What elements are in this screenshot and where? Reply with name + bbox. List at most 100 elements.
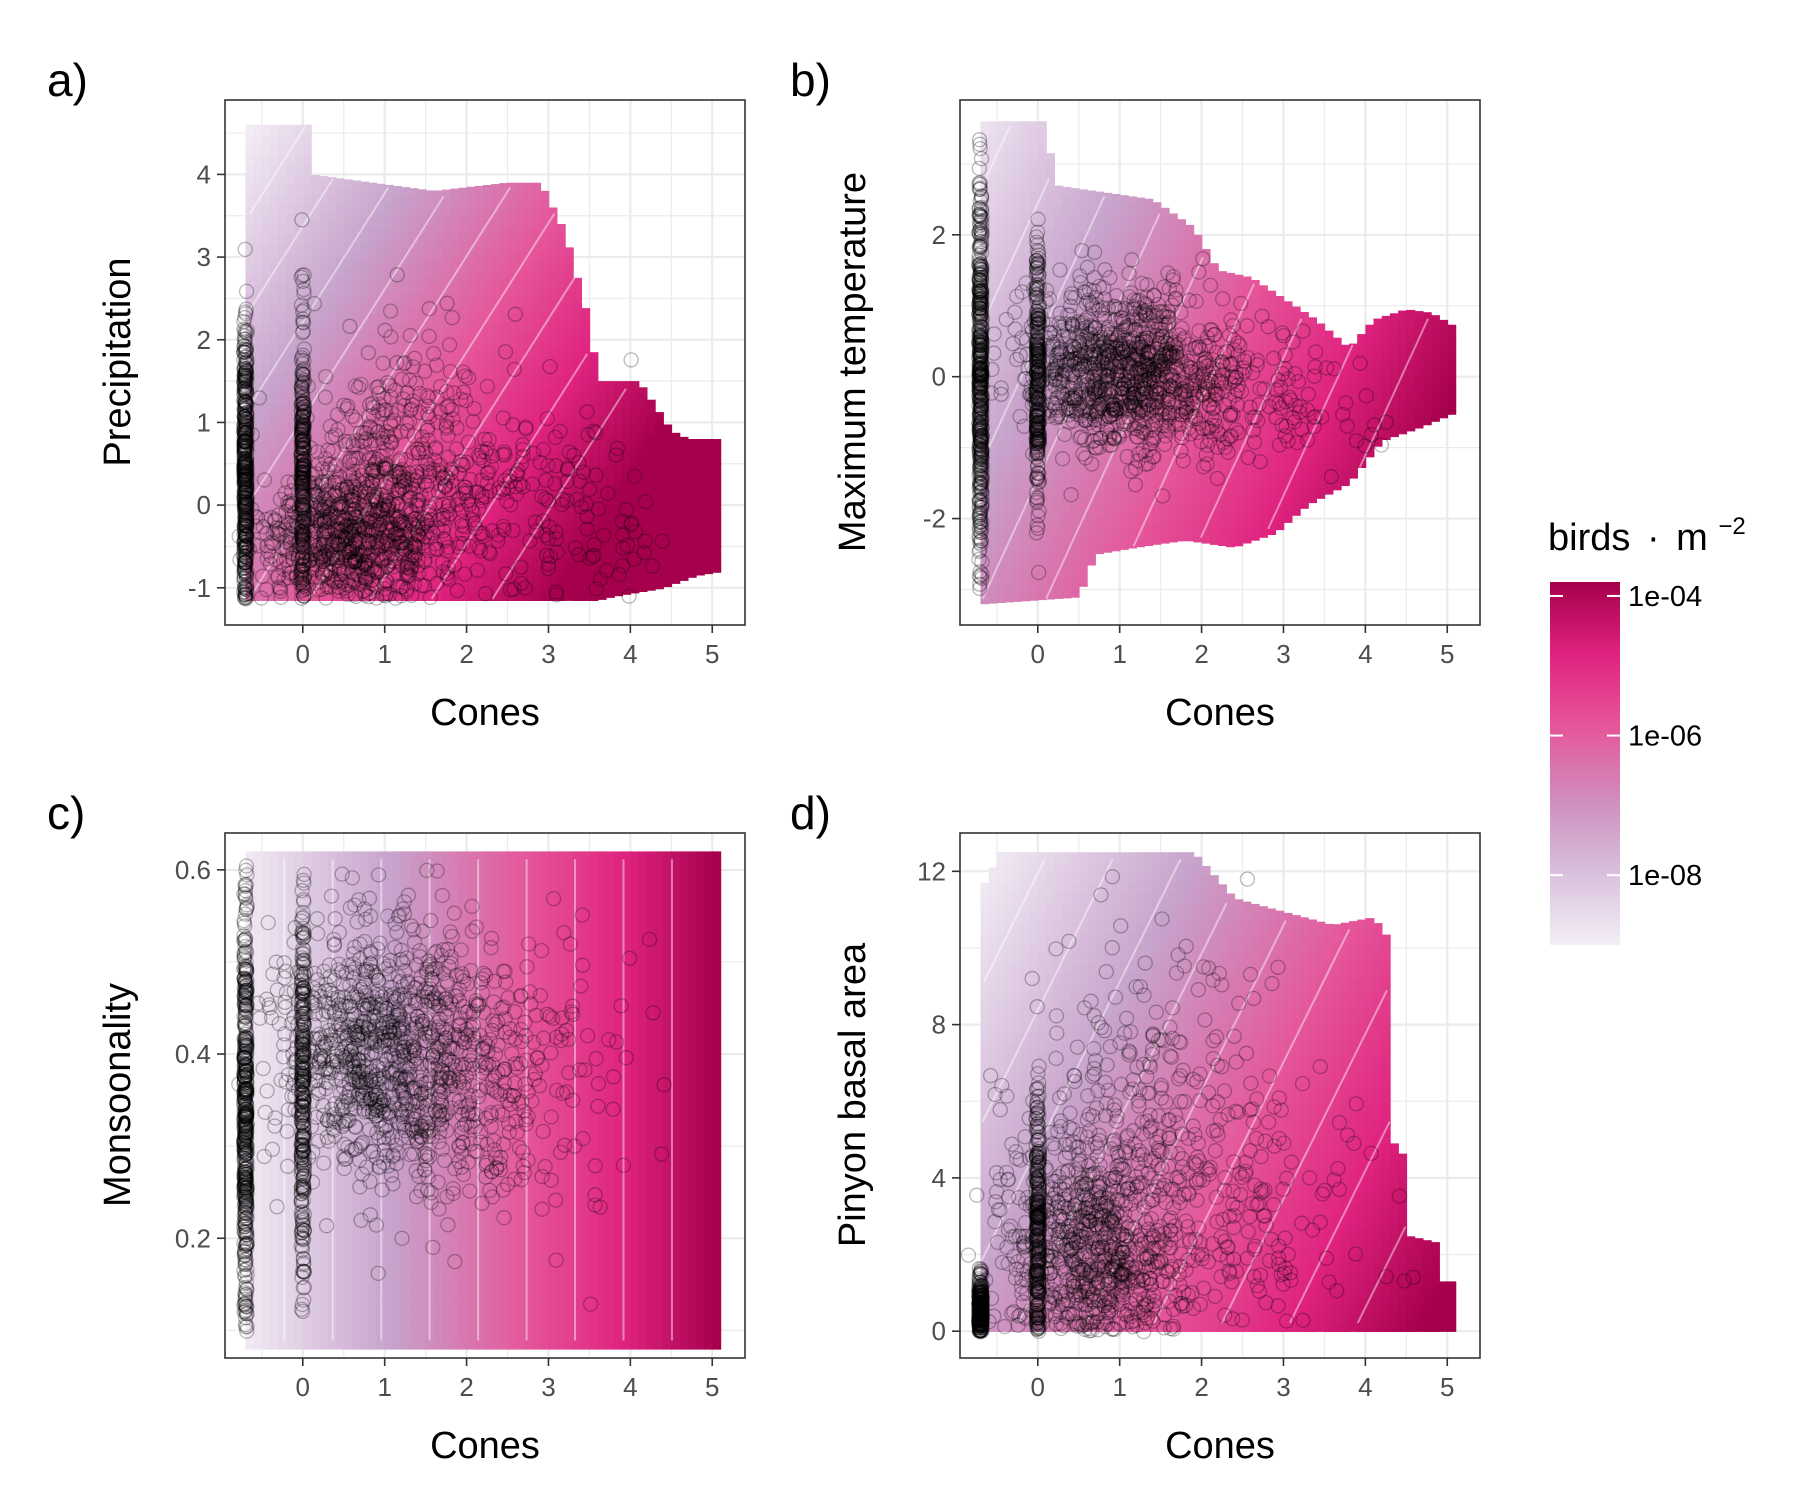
surface-cell (556, 365, 566, 374)
surface-cell (302, 471, 312, 483)
surface-cell (368, 191, 378, 201)
surface-cell (294, 164, 304, 176)
surface-cell (253, 481, 263, 492)
surface-cell (286, 481, 296, 492)
surface-cell (286, 461, 296, 473)
surface-cell (392, 324, 402, 334)
surface-cell (474, 306, 484, 317)
surface-cell (540, 276, 550, 286)
surface-cell (474, 220, 484, 230)
surface-cell (515, 330, 525, 340)
surface-cell (499, 374, 509, 384)
surface-cell (278, 204, 288, 215)
surface-cell (384, 271, 394, 281)
surface-cell (261, 540, 271, 552)
surface-cell (245, 431, 255, 443)
surface-cell (368, 269, 378, 280)
surface-cell (351, 425, 361, 435)
surface-cell (261, 174, 271, 185)
surface-cell (302, 352, 312, 364)
surface-cell (261, 451, 271, 463)
surface-cell (515, 243, 525, 254)
surface-cell (573, 573, 582, 581)
surface-cell (335, 494, 345, 505)
surface-cell (335, 433, 345, 443)
surface-cell (442, 198, 451, 208)
surface-cell (548, 289, 558, 299)
surface-cell (343, 521, 353, 531)
surface-cell (409, 411, 419, 421)
surface-cell (409, 265, 419, 275)
surface-cell (302, 560, 312, 572)
surface-cell (343, 538, 353, 549)
surface-cell (278, 471, 288, 483)
surface-cell (319, 494, 329, 504)
surface-cell (245, 590, 255, 601)
surface-cell (368, 400, 378, 410)
surface-cell (474, 280, 484, 291)
surface-cell (343, 275, 353, 286)
surface-cell (483, 340, 492, 351)
surface-cell (286, 164, 296, 176)
surface-cell (343, 345, 353, 356)
surface-cell (261, 570, 271, 582)
surface-cell (523, 408, 533, 419)
surface-cell (351, 276, 361, 287)
surface-cell (368, 434, 378, 445)
surface-cell (319, 423, 329, 434)
surface-cell (401, 496, 411, 507)
surface-cell (417, 514, 427, 524)
surface-cell (294, 233, 304, 245)
x-tick-label: 5 (705, 639, 719, 669)
surface-cell (245, 362, 255, 374)
surface-cell (311, 493, 320, 504)
surface-cell (401, 410, 411, 421)
surface-cell (360, 225, 370, 235)
surface-cell (245, 481, 255, 492)
surface-cell (245, 243, 255, 255)
surface-cell (294, 451, 304, 463)
surface-cell (401, 324, 411, 335)
surface-cell (491, 366, 501, 376)
surface-cell (294, 441, 304, 453)
surface-cell (392, 229, 402, 239)
surface-cell (319, 335, 329, 345)
surface-cell (564, 570, 574, 579)
surface-cell (401, 565, 411, 576)
surface-cell (523, 313, 533, 323)
surface-cell (270, 293, 279, 304)
surface-cell (286, 213, 296, 225)
surface-cell (384, 479, 394, 489)
surface-cell (392, 306, 402, 317)
surface-cell (589, 383, 599, 390)
surface-cell (474, 203, 484, 213)
surface-cell (483, 366, 492, 377)
surface-cell (245, 174, 255, 185)
surface-cell (417, 274, 427, 285)
surface-cell (401, 247, 411, 257)
surface-cell (532, 278, 542, 288)
surface-cell (409, 359, 419, 370)
surface-cell (351, 539, 361, 549)
surface-cell (384, 306, 394, 316)
surface-cell (581, 332, 591, 340)
surface-cell (270, 590, 279, 601)
surface-cell (466, 290, 476, 300)
surface-cell (564, 254, 574, 263)
surface-cell (499, 548, 509, 558)
surface-cell (466, 591, 476, 601)
surface-cell (499, 322, 509, 332)
surface-cell (409, 239, 419, 250)
surface-cell (335, 248, 345, 259)
surface-cell (679, 436, 689, 441)
surface-cell (597, 408, 607, 414)
surface-cell (245, 580, 255, 592)
surface-cell (564, 320, 574, 329)
surface-cell (278, 243, 288, 255)
surface-cell (401, 230, 411, 240)
surface-cell (491, 322, 501, 333)
surface-cell (515, 278, 525, 288)
surface-cell (474, 315, 484, 325)
surface-cell (261, 233, 271, 245)
surface-cell (532, 408, 542, 419)
